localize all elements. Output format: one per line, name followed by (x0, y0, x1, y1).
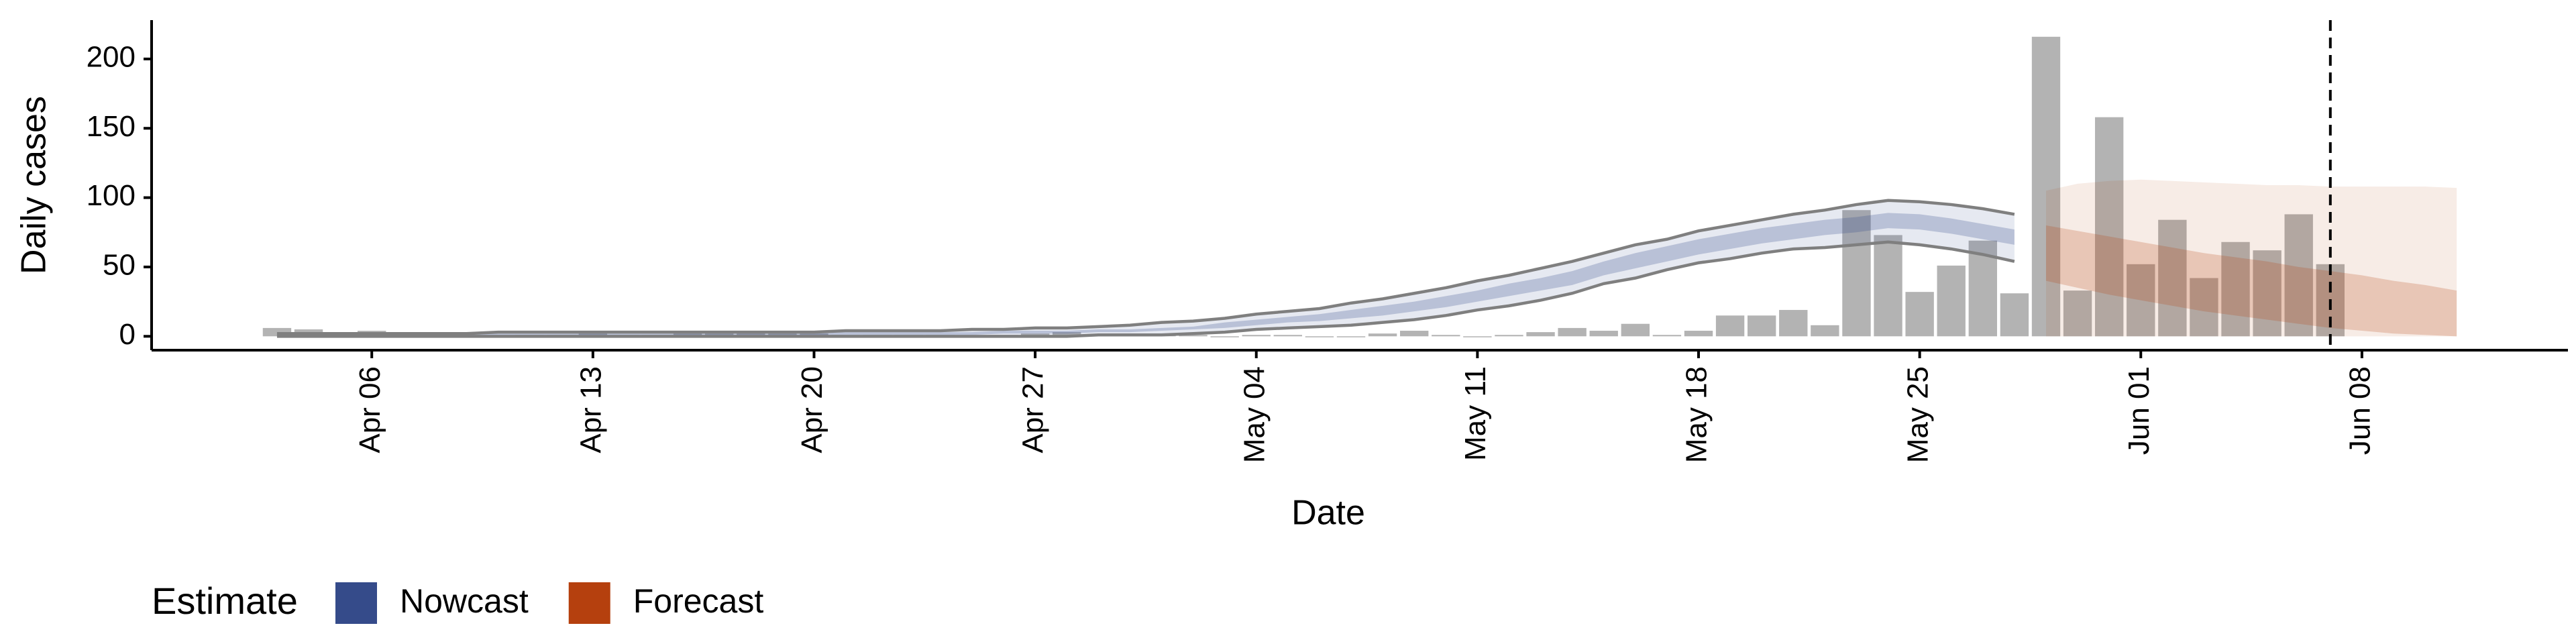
band-90 (2045, 179, 2457, 337)
bar (1210, 336, 1239, 337)
x-axis-title: Date (1291, 494, 1365, 533)
bar (1053, 332, 1081, 337)
bar (1273, 335, 1303, 337)
bar (1779, 310, 1808, 337)
lower-line (276, 240, 2015, 338)
bar (1305, 336, 1334, 337)
y-tick-label: 100 (87, 179, 136, 212)
bar (2127, 264, 2155, 337)
bar (1811, 325, 1839, 337)
legend-label: Forecast (633, 582, 764, 620)
bar (1179, 335, 1208, 337)
bar (737, 332, 765, 337)
y-tick-label: 150 (87, 110, 136, 143)
bar (1589, 331, 1618, 337)
bar (1463, 336, 1492, 337)
bar (1368, 333, 1397, 337)
bar (1874, 235, 1902, 337)
bar (1842, 210, 1871, 337)
bar (2284, 214, 2313, 337)
x-tick-label: Apr 20 (796, 366, 828, 453)
bar (1621, 323, 1650, 337)
bar (1495, 335, 1523, 337)
bar (2094, 117, 2124, 337)
bar (2253, 250, 2282, 337)
y-tick-label: 50 (103, 249, 136, 282)
y-axis-title: Daily cases (15, 96, 54, 274)
legend-swatch (335, 582, 377, 624)
legend-title: Estimate (152, 580, 298, 622)
bar (1747, 315, 1776, 337)
bar (1526, 332, 1555, 337)
x-tick-label: Apr 13 (574, 366, 607, 453)
legend-label: Nowcast (400, 582, 529, 620)
bar (2000, 293, 2029, 337)
bar (1558, 327, 1587, 337)
bar (2158, 219, 2187, 337)
bar (1684, 331, 1713, 337)
bar (1715, 315, 1745, 337)
x-tick-label: Jun 08 (2344, 366, 2377, 455)
bar (1652, 335, 1682, 337)
y-tick-label: 0 (119, 318, 136, 351)
x-tick-label: Apr 06 (354, 366, 386, 453)
x-tick-label: May 11 (1459, 366, 1492, 461)
bar (1336, 336, 1366, 337)
bar (2031, 36, 2061, 337)
bar (2221, 241, 2250, 337)
bar (1937, 265, 1966, 337)
legend-swatch (568, 582, 610, 624)
bar (1905, 292, 1934, 337)
bar (1399, 331, 1429, 337)
upper-line (276, 199, 2015, 335)
x-tick-label: Apr 27 (1017, 366, 1050, 453)
x-tick-label: Jun 01 (2123, 366, 2155, 455)
x-tick-label: May 18 (1680, 366, 1713, 463)
bar (1242, 335, 1271, 337)
band-50 (2045, 225, 2457, 337)
bar (2063, 290, 2092, 337)
bar (1432, 335, 1460, 337)
y-tick-label: 200 (87, 41, 136, 74)
x-tick-label: May 04 (1238, 366, 1271, 463)
x-tick-label: May 25 (1901, 366, 1934, 463)
bar (2190, 278, 2218, 337)
band-50 (276, 213, 2015, 337)
